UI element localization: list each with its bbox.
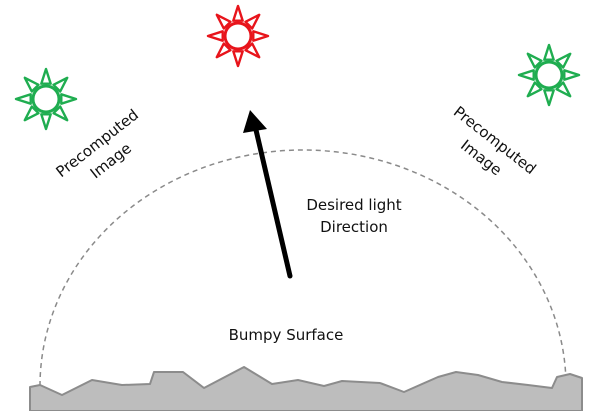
sun-ray [23,76,40,93]
light-direction-arrow-shaft [253,127,293,279]
sun-ray [60,93,78,105]
sun-ray [40,113,52,131]
sun-ray [40,67,52,85]
desired-label-line1: Desired light [306,196,402,214]
sun-body [223,21,253,51]
sun-icon [517,43,581,107]
bumpy-surface-label: Bumpy Surface [206,324,366,346]
bumpy-surface [29,366,583,411]
desired-light-direction-label: Desired light Direction [284,194,424,238]
light-direction-arrow-head [243,110,267,133]
sun-ray [206,30,224,42]
sun-ray [215,13,232,30]
sun-ray [244,42,261,59]
bumpy-surface-text: Bumpy Surface [228,326,344,344]
sun-ray [252,30,270,42]
sun-ray [232,50,244,68]
sun-ray [526,52,543,69]
desired-label-line2: Direction [320,218,388,236]
sun-ray [517,69,535,81]
sun-ray [215,42,232,59]
hemisphere-dome [39,149,567,387]
sun-ray [244,13,261,30]
sun-ray [232,4,244,22]
sun-ray [23,105,40,122]
sun-ray [543,43,555,61]
sun-body [31,84,61,114]
sun-ray [555,81,572,98]
sun-ray [543,89,555,107]
sun-icon [14,67,78,131]
sun-icon [206,4,270,68]
sun-ray [555,52,572,69]
sun-ray [526,81,543,98]
sun-ray [52,76,69,93]
sun-ray [563,69,581,81]
sun-ray [52,105,69,122]
sun-ray [14,93,32,105]
sun-body [534,60,564,90]
